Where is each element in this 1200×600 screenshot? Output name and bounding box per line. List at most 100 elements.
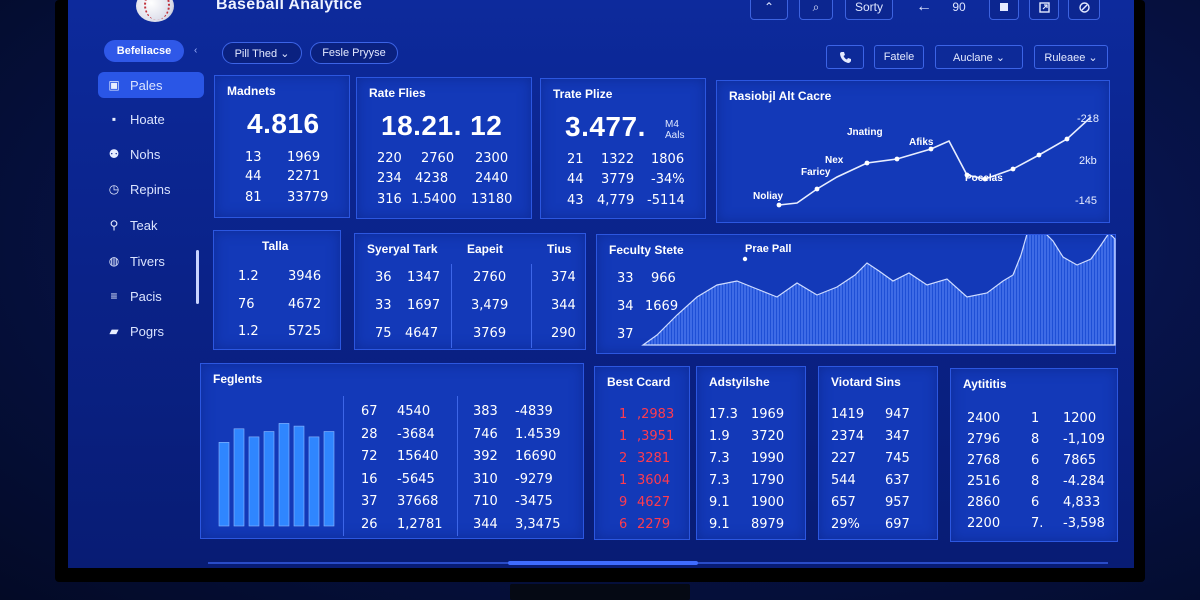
- table-cell: 26: [361, 516, 378, 532]
- wrench-icon: ⚲: [109, 218, 119, 232]
- table-cell: 1969: [751, 407, 785, 422]
- fatele-button[interactable]: Fatele: [874, 45, 924, 69]
- sidebar-header-button[interactable]: Befeliacse: [104, 40, 184, 62]
- home-icon: ▪: [111, 112, 117, 126]
- table-cell: 1697: [407, 298, 441, 313]
- table-cell: 72: [361, 449, 378, 464]
- table-cell: 8979: [751, 517, 785, 532]
- panel-title: Feglents: [213, 372, 263, 386]
- sidebar-item-teak[interactable]: ⚲ Teak: [98, 212, 204, 238]
- table-cell: 13: [245, 150, 262, 165]
- scrollbar-thumb[interactable]: [508, 561, 698, 565]
- table-cell: 2796: [967, 432, 1001, 447]
- table-cell: 36: [375, 270, 392, 285]
- sidebar-item-nohs[interactable]: ⚉ Nohs: [98, 141, 204, 167]
- filter-chip-type[interactable]: Fesle Pryyse: [310, 42, 398, 64]
- table-cell: 290: [551, 326, 576, 341]
- table-cell: 81: [245, 190, 262, 205]
- table-cell: 9.1: [709, 517, 730, 532]
- sidebar-collapse-icon[interactable]: ‹: [194, 45, 198, 56]
- table-cell: 966: [651, 271, 676, 286]
- sidebar-item-label: Pacis: [130, 288, 162, 304]
- table-cell: 957: [885, 495, 910, 510]
- sidebar-item-hoate[interactable]: ▪ Hoate: [98, 106, 204, 132]
- y-tick-label: 2kb: [1079, 155, 1097, 167]
- table-cell: 1,2781: [397, 516, 443, 532]
- table-cell: 347: [885, 429, 910, 444]
- table-cell: -1,109: [1063, 432, 1105, 447]
- filter-chip-period[interactable]: Pill Thed ⌄: [222, 42, 302, 64]
- settings-icon[interactable]: [1068, 0, 1100, 20]
- line-chart-svg: [776, 116, 1092, 208]
- table-cell: 1322: [601, 152, 635, 167]
- phone-icon: [839, 51, 851, 63]
- table-cell: 9.1: [709, 495, 730, 510]
- sidebar-item-pales[interactable]: ▣ Pales: [98, 72, 204, 98]
- sidebar-item-tivers[interactable]: ◍ Tivers: [98, 248, 204, 274]
- chart-annotation: Faricy: [801, 167, 831, 178]
- kpi-sublabel: M4 Aals: [665, 119, 685, 141]
- table-cell: 220: [377, 151, 402, 166]
- table-cell: -4839: [515, 404, 553, 419]
- table-cell: 43: [567, 193, 584, 208]
- table-cell: 316: [377, 192, 402, 207]
- table-cell: -5645: [397, 471, 435, 487]
- sidebar-item-label: Repins: [130, 181, 171, 197]
- monitor-stand: [510, 584, 690, 600]
- bar: [248, 436, 260, 527]
- chart-annotation: Pocelas: [965, 173, 1003, 184]
- table-cell: -3475: [515, 494, 553, 509]
- madnets-panel: Madnets 4.816 13 1969 44 2271 81 33779: [214, 75, 350, 218]
- table-cell: 1806: [651, 152, 685, 167]
- rate-flies-panel: Rate Flies 18.21. 12 220 2760 2300 234 4…: [356, 77, 532, 219]
- bar: [218, 441, 230, 527]
- sidebar-scroll-indicator[interactable]: [196, 250, 199, 304]
- collapse-up-button[interactable]: ⌃: [750, 0, 788, 20]
- sidebar-item-pacis[interactable]: ≡ Pacis: [98, 283, 204, 309]
- sort-dropdown[interactable]: Sorty: [845, 0, 893, 20]
- table-cell: 1.2: [238, 324, 259, 339]
- table-cell: 33779: [287, 190, 329, 205]
- table-cell: ,2983: [637, 407, 675, 422]
- export-icon[interactable]: [1029, 0, 1059, 20]
- table-cell: 234: [377, 171, 402, 186]
- table-cell: 710: [473, 494, 498, 509]
- search-button[interactable]: ⌕: [799, 0, 833, 20]
- talla-panel: Talla 1.2 3946 76 4672 1.2 5725: [213, 230, 341, 350]
- sidebar-item-label: Nohs: [130, 146, 161, 162]
- table-cell: 1: [1031, 411, 1040, 426]
- panel-title: Viotard Sins: [831, 375, 901, 389]
- panel-title: Best Ccard: [607, 375, 671, 389]
- table-cell: 2374: [831, 429, 865, 444]
- ruleaee-dropdown[interactable]: Ruleaee ⌄: [1034, 45, 1108, 69]
- column-header: Syeryal Tark: [367, 242, 438, 256]
- table-cell: 76: [238, 297, 255, 312]
- table-cell: ,3951: [637, 429, 675, 444]
- square-icon[interactable]: [989, 0, 1019, 20]
- bar-chart-svg: [218, 423, 335, 527]
- kpi-value: 4.816: [247, 108, 320, 139]
- column-divider: [531, 264, 532, 348]
- table-cell: 6: [1031, 495, 1040, 510]
- line-chart-panel: Rasiobjl Alt Cacre Jnating Afiks Nex Far…: [716, 80, 1110, 223]
- sidebar-item-repins[interactable]: ◷ Repins: [98, 176, 204, 202]
- table-cell: 3779: [601, 172, 635, 187]
- baseball-logo-icon: [136, 0, 174, 22]
- table-cell: 1790: [751, 473, 785, 488]
- table-cell: 1669: [645, 299, 679, 314]
- table-cell: 3,479: [471, 298, 509, 313]
- count-display: 90: [952, 0, 966, 14]
- table-cell: 657: [831, 495, 856, 510]
- table-cell: 8: [1031, 474, 1040, 489]
- table-cell: 16: [361, 471, 378, 487]
- table-cell: 7.3: [709, 451, 730, 466]
- back-button[interactable]: ←: [916, 0, 932, 15]
- area-chart-svg: [641, 235, 1116, 346]
- panel-title: Talla: [262, 239, 289, 253]
- auclane-dropdown[interactable]: Auclane ⌄: [935, 45, 1023, 69]
- phone-button[interactable]: [826, 45, 864, 69]
- aytitis-panel: Aytititis 2400 1 1200 2796 8 -1,109 2768 6 7865 2…: [950, 368, 1118, 542]
- table-cell: 1: [619, 429, 628, 444]
- sidebar-item-pogrs[interactable]: ▰ Pogrs: [98, 318, 204, 344]
- table-cell: 3769: [473, 326, 507, 341]
